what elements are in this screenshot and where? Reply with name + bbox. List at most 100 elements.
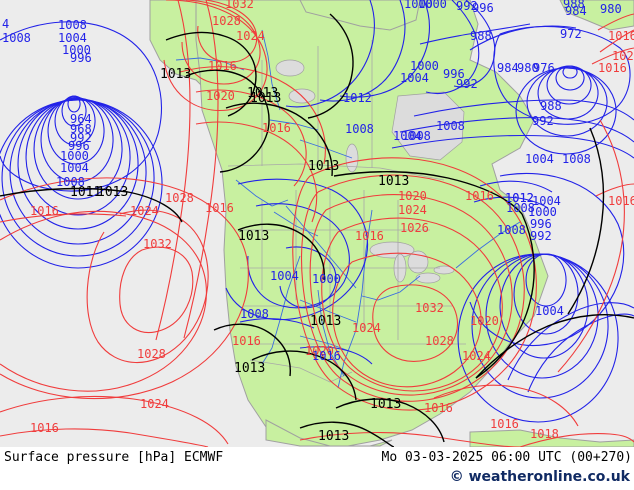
isobar-label: 1000 bbox=[410, 59, 439, 73]
isobar-label: 1013 bbox=[318, 429, 349, 444]
river-saskatchewan bbox=[299, 139, 353, 159]
isobar-cont-1028 bbox=[332, 252, 482, 388]
contour-label-layer: 4100810081004100099696496899299610001004… bbox=[2, 0, 634, 444]
isobar-1018-atl bbox=[519, 433, 634, 447]
isobar-glgreenland-3 bbox=[546, 65, 592, 105]
isobar-1016-gl bbox=[597, 13, 634, 31]
isobar-1013-north bbox=[307, 13, 354, 119]
isobar-label: 984 bbox=[565, 4, 587, 18]
isobar-label: 1004 bbox=[60, 161, 89, 175]
isobar-988 bbox=[25, 98, 131, 216]
isobar-label: 988 bbox=[470, 29, 492, 43]
isobar-992-arctic bbox=[453, 0, 496, 88]
isobar-1004 bbox=[0, 99, 163, 269]
isobar-label: 1004 bbox=[525, 152, 554, 166]
isobar-label: 1028 bbox=[212, 14, 241, 28]
isobar-label: 1013 bbox=[370, 397, 401, 412]
isobar-1013-us-n bbox=[333, 171, 523, 215]
isobar-label: 1026 bbox=[400, 221, 429, 235]
isobar-glgreenland-6 bbox=[515, 67, 617, 155]
isobar-label: 996 bbox=[68, 139, 90, 153]
river-snake bbox=[273, 211, 319, 237]
isobar-988-gl bbox=[419, 23, 531, 45]
land-greenland bbox=[559, 0, 634, 31]
isobar-label: 1000 bbox=[404, 0, 433, 11]
isobar-cont-1016 bbox=[292, 157, 537, 411]
isobar-lab-988 bbox=[525, 253, 567, 307]
isobar-label: 1008 bbox=[2, 31, 31, 45]
isobar-pac-1024 bbox=[0, 177, 249, 400]
isobar-1013-baja bbox=[213, 323, 291, 377]
isobar-label: 1016 bbox=[232, 334, 261, 348]
isobar-glgreenland-7 bbox=[493, 25, 631, 125]
isobar-label: 1024 bbox=[398, 203, 427, 217]
isobar-pac-1032 bbox=[119, 246, 194, 334]
isobar-atl-1012 bbox=[507, 302, 634, 381]
isobar-label: 1016 bbox=[30, 204, 59, 218]
isobar-label: 1000 bbox=[62, 43, 91, 57]
isobar-1013-east bbox=[475, 213, 535, 379]
isobar-label: 1012 bbox=[343, 91, 372, 105]
isobar-label: 992 bbox=[456, 77, 478, 91]
isobar-label: 996 bbox=[70, 51, 92, 65]
lake-great-bear bbox=[275, 59, 305, 77]
isobar-label: 1016 bbox=[490, 417, 519, 431]
isobar-1013-mex bbox=[251, 350, 357, 401]
isobar-label: 988 bbox=[540, 99, 562, 113]
isobar-1016-fl bbox=[433, 384, 579, 427]
isobar-label: 1016 bbox=[608, 194, 634, 208]
isobar-cont-1032 bbox=[372, 284, 459, 362]
river-mackenzie bbox=[261, 29, 281, 111]
isobar-pac-1028a bbox=[86, 209, 209, 364]
isobar-ak-1016 bbox=[179, 66, 326, 165]
isobar-lab-1008 bbox=[457, 253, 619, 423]
isobar-label: 1016 bbox=[262, 121, 291, 135]
isobar-label: 1024 bbox=[140, 397, 169, 411]
isobar-ak-1020 bbox=[195, 89, 307, 187]
isobar-1008-arctic bbox=[285, 0, 375, 108]
isobar-label: 1028 bbox=[137, 347, 166, 361]
isobar-1016-east bbox=[595, 183, 634, 197]
isobar-label: 1032 bbox=[415, 301, 444, 315]
isobar-1013-pacific bbox=[0, 187, 183, 223]
isobar-label: 1004 bbox=[393, 129, 422, 143]
isobar-cont-1020 bbox=[301, 174, 525, 402]
weather-map: 4 1008 1008 1004 1000 996 964 968 992 996 1000 1004… bbox=[0, 0, 634, 447]
isobar-label: 1013 bbox=[234, 361, 265, 376]
isobar-label: 1032 bbox=[143, 237, 172, 251]
isobar-1013-mexs bbox=[299, 421, 395, 447]
hudson-bay bbox=[391, 91, 465, 161]
isobar-label: 1013 bbox=[247, 86, 278, 101]
land-central-america bbox=[265, 419, 393, 447]
chart-footer: Surface pressure [hPa] ECMWF Mo 03-03-20… bbox=[0, 447, 634, 490]
isobar-label: 1028 bbox=[165, 191, 194, 205]
isobar-label: 996 bbox=[530, 217, 552, 231]
isobar-lab-992 bbox=[513, 253, 579, 335]
isobar-cont-1024 bbox=[309, 194, 513, 396]
isobar-label: 1011 bbox=[70, 185, 101, 200]
isobar-label: 1020 bbox=[206, 89, 235, 103]
river-arkansas bbox=[299, 299, 357, 323]
isobar-label: 1004 bbox=[270, 269, 299, 283]
isobar-label: 996 bbox=[443, 67, 465, 81]
isobar-label: 1013 bbox=[238, 229, 269, 244]
isobar-1013-sw bbox=[237, 223, 325, 281]
isobar-label: 1028 bbox=[425, 334, 454, 348]
isobar-label: 988 bbox=[563, 0, 585, 11]
isobar-992 bbox=[17, 98, 139, 230]
isobar-low-layer bbox=[0, 0, 634, 423]
river-ohio bbox=[361, 275, 421, 301]
isobar-standard-layer bbox=[0, 13, 634, 447]
isobar-label: 1008 bbox=[562, 152, 591, 166]
isobar-label: 1000 bbox=[312, 272, 341, 286]
isobar-label: 1008 bbox=[506, 201, 535, 215]
isobar-1013-alaska bbox=[165, 31, 257, 117]
lake-erie bbox=[415, 272, 441, 284]
isobar-1013-canada bbox=[225, 102, 333, 177]
isobar-label: 984 bbox=[497, 61, 519, 75]
isobar-label: 1004 bbox=[58, 31, 87, 45]
isobar-1004-arctic bbox=[319, 0, 406, 102]
isobar-label: 976 bbox=[533, 61, 555, 75]
isobar-1000-arctic bbox=[339, 0, 430, 98]
isobar-label: 1008 bbox=[58, 18, 87, 32]
